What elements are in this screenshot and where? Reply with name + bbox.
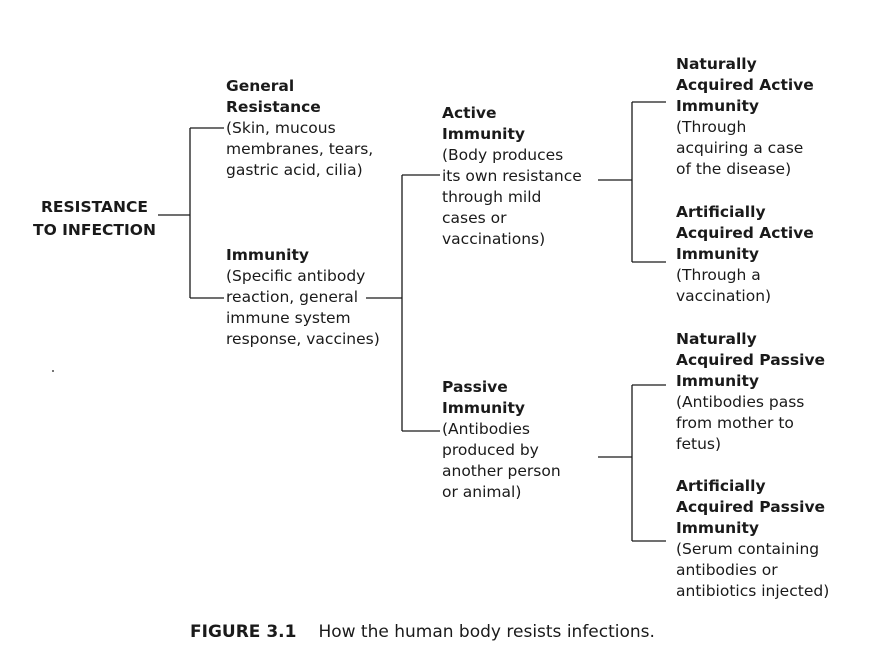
passive-title-2: Immunity	[442, 399, 525, 417]
nat-passive-title-3: Immunity	[676, 372, 759, 390]
art-passive-desc-2: antibodies or	[676, 561, 778, 579]
art-active-title-2: Acquired Active	[676, 224, 814, 242]
nat-passive-desc-3: fetus)	[676, 435, 722, 453]
nat-passive-desc-2: from mother to	[676, 414, 794, 432]
nat-passive-desc-1: (Antibodies pass	[676, 393, 805, 411]
immunity-desc-4: response, vaccines)	[226, 330, 380, 348]
immunity-title: Immunity	[226, 246, 309, 264]
root-label-line1: RESISTANCE	[41, 198, 148, 216]
passive-immunity-node: Passive Immunity (Antibodies produced by…	[442, 377, 561, 503]
active-desc-2: its own resistance	[442, 167, 582, 185]
nat-passive-node: Naturally Acquired Passive Immunity (Ant…	[676, 329, 825, 455]
art-passive-title-3: Immunity	[676, 519, 759, 537]
nat-passive-title-1: Naturally	[676, 330, 757, 348]
general-title-1: General	[226, 77, 295, 95]
active-immunity-node: Active Immunity (Body produces its own r…	[442, 103, 582, 250]
active-desc-1: (Body produces	[442, 146, 564, 164]
print-speck	[52, 370, 54, 372]
general-resistance-node: General Resistance (Skin, mucous membran…	[226, 76, 373, 181]
passive-desc-1: (Antibodies	[442, 420, 530, 438]
active-desc-4: cases or	[442, 209, 507, 227]
art-passive-title-2: Acquired Passive	[676, 498, 826, 516]
nat-active-title-3: Immunity	[676, 97, 759, 115]
nat-active-desc-1: (Through	[676, 118, 747, 136]
general-desc-3: gastric acid, cilia)	[226, 161, 363, 179]
passive-desc-3: another person	[442, 462, 561, 480]
art-active-node: Artificially Acquired Active Immunity (T…	[676, 202, 814, 307]
nat-active-title-1: Naturally	[676, 55, 757, 73]
art-passive-title-1: Artificially	[676, 477, 766, 495]
general-title-2: Resistance	[226, 98, 321, 116]
art-active-title-3: Immunity	[676, 245, 759, 263]
figure-number: FIGURE 3.1	[190, 622, 297, 642]
active-desc-5: vaccinations)	[442, 230, 546, 248]
general-desc-2: membranes, tears,	[226, 140, 374, 158]
art-active-desc-1: (Through a	[676, 266, 761, 284]
immunity-desc-2: reaction, general	[226, 288, 359, 306]
active-desc-3: through mild	[442, 188, 542, 206]
nat-active-desc-3: of the disease)	[676, 160, 792, 178]
passive-desc-2: produced by	[442, 441, 539, 459]
active-title-2: Immunity	[442, 125, 525, 143]
figure-caption: FIGURE 3.1 How the human body resists inf…	[190, 622, 655, 642]
art-passive-desc-1: (Serum containing	[676, 540, 820, 558]
nat-active-desc-2: acquiring a case	[676, 139, 804, 157]
root-node: RESISTANCE TO INFECTION	[33, 196, 156, 242]
figure-caption-text: How the human body resists infections.	[318, 622, 655, 642]
immunity-desc-3: immune system	[226, 309, 351, 327]
immunity-node: Immunity (Specific antibody reaction, ge…	[226, 245, 380, 350]
nat-active-node: Naturally Acquired Active Immunity (Thro…	[676, 54, 814, 180]
root-label-line2: TO INFECTION	[33, 221, 156, 239]
art-passive-desc-3: antibiotics injected)	[676, 582, 830, 600]
active-title-1: Active	[442, 104, 497, 122]
passive-desc-4: or animal)	[442, 483, 522, 501]
nat-active-title-2: Acquired Active	[676, 76, 814, 94]
passive-title-1: Passive	[442, 378, 508, 396]
general-desc-1: (Skin, mucous	[226, 119, 336, 137]
art-active-title-1: Artificially	[676, 203, 766, 221]
art-passive-node: Artificially Acquired Passive Immunity (…	[676, 476, 829, 602]
art-active-desc-2: vaccination)	[676, 287, 772, 305]
immunity-desc-1: (Specific antibody	[226, 267, 366, 285]
nat-passive-title-2: Acquired Passive	[676, 351, 826, 369]
